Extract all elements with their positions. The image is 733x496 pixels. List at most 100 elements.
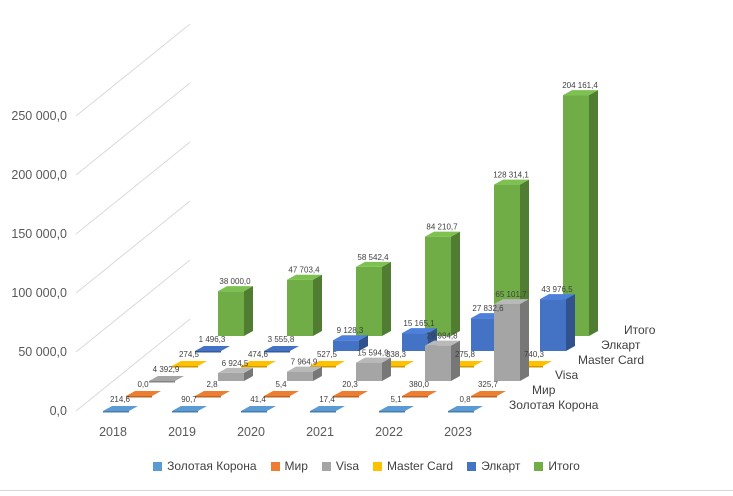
bar-top (218, 367, 253, 373)
bar-top (425, 231, 460, 237)
bar-top (195, 391, 230, 396)
data-label: 338,3 (386, 350, 407, 359)
bar (287, 274, 322, 336)
bar-front (126, 396, 152, 398)
bar-front (287, 279, 313, 336)
bar-front (402, 396, 428, 398)
bar-side (244, 367, 253, 381)
data-label: 15 594,9 (357, 349, 389, 358)
divider (0, 490, 733, 491)
bar-side (451, 231, 460, 336)
legend-item: Золотая Корона (153, 459, 257, 473)
legend-label: Элкарт (481, 459, 521, 473)
bar-side (520, 179, 529, 336)
data-label: 58 542,4 (357, 253, 389, 262)
data-label: 6 924,5 (222, 359, 249, 368)
x-tick-label: 2019 (168, 425, 196, 439)
series-depth-label: Итого (624, 323, 656, 337)
bar-side (382, 261, 391, 336)
gridline (75, 82, 191, 176)
bar-top (218, 286, 253, 292)
data-label: 27 832,6 (472, 304, 504, 313)
bar-front (540, 299, 566, 351)
y-tick-label: 250 000,0 (11, 109, 67, 123)
bar-front (471, 396, 497, 398)
bar-front (425, 345, 451, 381)
gridline (75, 23, 191, 117)
data-label: 5,4 (275, 380, 287, 389)
data-label: 20,3 (342, 380, 358, 389)
bar-top (264, 346, 299, 351)
data-label: 1 496,3 (199, 335, 226, 344)
bar-top (379, 406, 414, 411)
bar-side (566, 294, 575, 351)
bar (218, 286, 253, 336)
bar-front (287, 371, 313, 381)
bar-side (589, 90, 598, 337)
data-label: 17,4 (319, 395, 335, 404)
x-tick-label: 2021 (306, 425, 334, 439)
bar (563, 90, 598, 337)
data-label: 65 101,7 (495, 290, 527, 299)
data-label: 9 128,3 (337, 326, 364, 335)
bar-top (494, 299, 529, 305)
bar-front (494, 304, 520, 381)
bar-top (333, 391, 368, 396)
bar-front (218, 372, 244, 381)
legend-swatch (534, 461, 544, 471)
legend-swatch (373, 461, 383, 471)
bar-top (241, 406, 276, 411)
bar-front (471, 318, 497, 351)
bar-side (451, 340, 460, 381)
bar (218, 367, 253, 381)
data-label: 2,8 (206, 380, 218, 389)
bar-front (356, 266, 382, 336)
bar-top (356, 357, 391, 363)
bar-front (333, 396, 359, 398)
bar (425, 231, 460, 336)
data-label: 29 984,8 (426, 332, 458, 341)
bar-top (448, 406, 483, 411)
data-label: 3 555,8 (268, 335, 295, 344)
legend-label: Master Card (387, 459, 454, 473)
data-label: 0,8 (459, 395, 471, 404)
grid (75, 23, 191, 412)
bar (264, 391, 299, 398)
y-axis-ticks: 0,0 50 000,0 100 000,0 150 000,0 200 000,0 25… (11, 109, 67, 418)
data-label: 43 976,5 (541, 285, 573, 294)
bar-front (172, 411, 198, 413)
data-label: 4 392,9 (153, 365, 180, 374)
x-tick-label: 2023 (444, 425, 472, 439)
data-labels: 214,6 90,7 41,4 17,4 5,1 0,8 0,0 2,8 5,4 20,3 380,… (110, 81, 598, 404)
bar-front (103, 411, 129, 413)
gridline (75, 259, 191, 353)
series-depth-label: Master Card (578, 353, 644, 367)
data-label: 90,7 (181, 395, 197, 404)
bar-top (126, 391, 161, 396)
bar (356, 261, 391, 336)
bar-front (333, 340, 359, 351)
bar-side (313, 274, 322, 336)
bar-top (287, 274, 322, 280)
data-label: 47 703,4 (288, 266, 320, 275)
y-tick-label: 50 000,0 (18, 345, 67, 359)
legend-swatch (467, 461, 477, 471)
series-depth-label: Элкарт (601, 338, 641, 352)
bar-top (310, 406, 345, 411)
bar-side (244, 286, 253, 336)
y-tick-label: 0,0 (50, 404, 67, 418)
bar-side (520, 299, 529, 381)
legend-item: Мир (270, 459, 308, 473)
bar-front (448, 411, 474, 413)
bar-front (264, 351, 290, 353)
gridline (75, 318, 191, 412)
bars (103, 90, 598, 413)
series-depth-label: Visa (555, 368, 578, 382)
legend-label: Visa (335, 459, 360, 473)
data-label: 0,0 (137, 380, 149, 389)
bar (494, 299, 529, 381)
data-label: 474,6 (248, 350, 269, 359)
legend-swatch (270, 461, 280, 471)
x-axis-ticks: 2018 2019 2020 2021 2022 2023 (99, 425, 472, 439)
